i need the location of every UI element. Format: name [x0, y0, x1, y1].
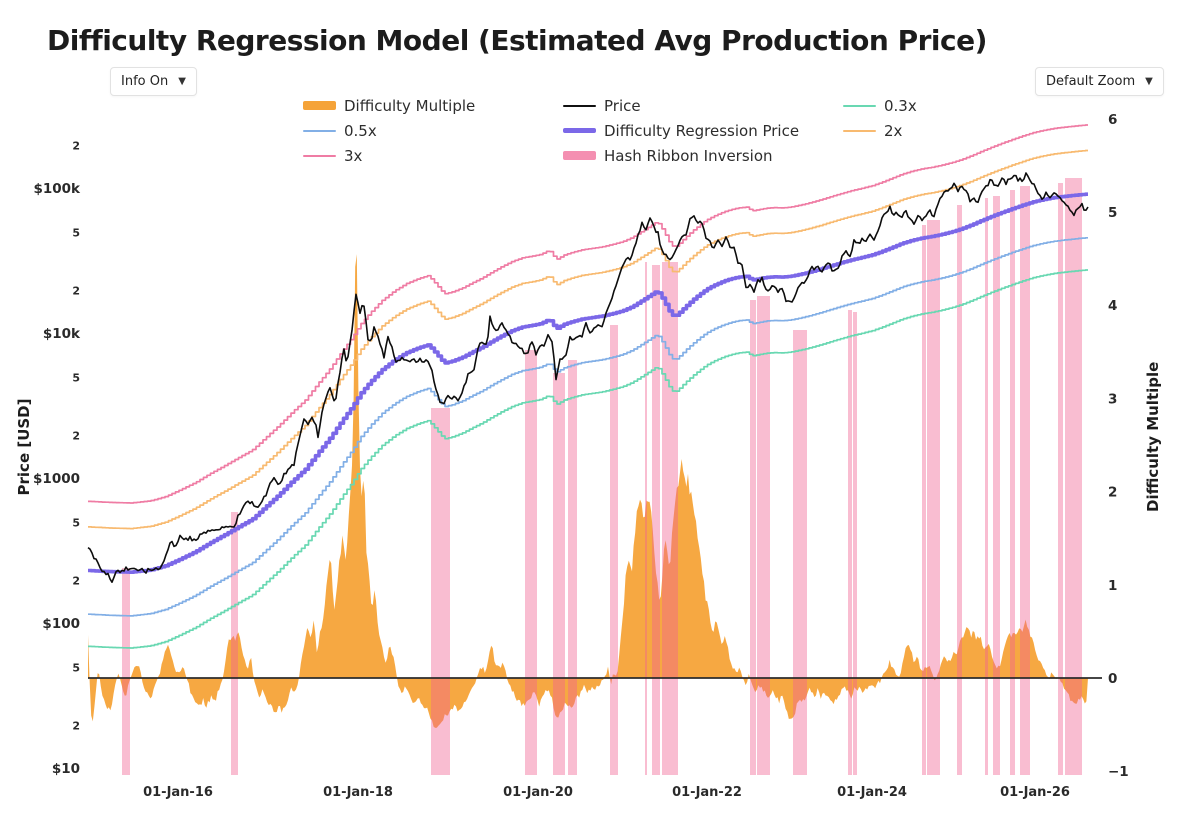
hash-ribbon-inversion-bar — [645, 262, 647, 775]
left-axis-tick-label: $100k — [33, 181, 81, 197]
legend-item-2x[interactable]: 2x — [843, 118, 993, 143]
hash-ribbon-inversion-bar — [231, 512, 238, 775]
legend-swatch-icon — [843, 104, 876, 107]
legend-swatch-icon — [563, 151, 596, 160]
legend-item-0-5x[interactable]: 0.5x — [303, 118, 563, 143]
hash-ribbon-inversion-bar — [853, 312, 857, 775]
legend-item-label: 2x — [884, 121, 903, 140]
hash-ribbon-inversion-bar — [993, 196, 1000, 775]
x-axis-tick-label: 01-Jan-20 — [503, 785, 573, 800]
right-axis-tick-label: 0 — [1108, 671, 1117, 687]
legend-item-label: 3x — [344, 146, 363, 165]
hash-ribbon-inversion-bar — [1065, 178, 1082, 775]
left-axis-tick-label: $100 — [42, 616, 80, 632]
right-axis-tick-label: 4 — [1108, 298, 1117, 314]
hash-ribbon-inversion-bar — [122, 568, 130, 775]
zoom-dropdown-label: Default Zoom — [1046, 74, 1136, 89]
left-axis-tick-label: $10k — [43, 326, 81, 342]
right-axis-tick-label: 1 — [1108, 578, 1117, 594]
legend-swatch-icon — [843, 129, 876, 132]
hash-ribbon-inversion-bar — [957, 205, 962, 775]
chart-legend: Difficulty Multiple 0.5x 3x Price Difficulty… — [303, 93, 993, 168]
left-axis-tick-label: 2 — [72, 429, 80, 442]
right-axis-tick-label: 5 — [1108, 205, 1117, 221]
right-axis-tick-label: 6 — [1108, 112, 1117, 128]
legend-swatch-icon — [303, 129, 336, 132]
info-dropdown-label: Info On — [121, 74, 169, 89]
legend-item-price[interactable]: Price — [563, 93, 843, 118]
left-axis-tick-label: 5 — [72, 372, 80, 385]
hash-ribbon-inversion-bar — [652, 265, 660, 775]
legend-item-label: Difficulty Multiple — [344, 96, 476, 115]
hash-ribbon-inversion-bar — [568, 360, 577, 775]
left-axis-tick-label: 2 — [72, 719, 80, 732]
legend-item-label: Price — [604, 96, 641, 115]
hash-ribbon-inversion-bar — [1020, 186, 1030, 775]
difficulty-regression-price-line — [88, 192, 1088, 574]
legend-swatch-icon — [303, 101, 336, 110]
legend-item-difficulty-regression-price[interactable]: Difficulty Regression Price — [563, 118, 843, 143]
x-axis-tick-label: 01-Jan-24 — [837, 785, 907, 800]
left-axis-tick-label: 2 — [72, 139, 80, 152]
hash-ribbon-inversion-bar — [793, 330, 807, 775]
legend-item-label: Difficulty Regression Price — [604, 121, 800, 140]
band-0-5x-line — [88, 236, 1088, 617]
hash-ribbon-inversion-bar — [525, 350, 537, 775]
band-0-3x-line — [88, 269, 1088, 649]
hash-ribbon-inversion-bar — [985, 198, 988, 775]
left-axis-tick-label: $1000 — [33, 471, 80, 487]
right-axis-tick-label: 3 — [1108, 391, 1117, 407]
legend-item-label: 0.3x — [884, 96, 917, 115]
hash-ribbon-inversion-bar — [431, 408, 450, 775]
hash-ribbon-inversion-bar — [750, 300, 756, 775]
info-dropdown[interactable]: Info On ▼ — [110, 67, 197, 96]
difficulty-multiple-area — [88, 254, 1088, 728]
hash-ribbon-inversion-bar — [1058, 183, 1063, 775]
left-axis-tick-label: 5 — [72, 662, 80, 675]
left-axis-tick-label: 2 — [72, 574, 80, 587]
hash-ribbon-inversion-bar — [553, 373, 565, 775]
hash-ribbon-inversion-bar — [922, 225, 926, 775]
x-axis-tick-label: 01-Jan-18 — [323, 785, 393, 800]
legend-item-label: 0.5x — [344, 121, 377, 140]
x-axis-tick-label: 01-Jan-26 — [1000, 785, 1070, 800]
right-axis-tick-label: 2 — [1108, 485, 1117, 501]
band-3x-line — [88, 124, 1088, 504]
legend-swatch-icon — [563, 104, 596, 107]
left-axis-tick-label: 5 — [72, 227, 80, 240]
legend-item-3x[interactable]: 3x — [303, 143, 563, 168]
hash-ribbon-inversion-bar — [1010, 190, 1015, 775]
legend-item-hash-ribbon-inversion[interactable]: Hash Ribbon Inversion — [563, 143, 843, 168]
left-axis-tick-label: 2 — [72, 284, 80, 297]
hash-ribbon-inversion-bar — [757, 296, 770, 775]
right-axis-tick-label: −1 — [1108, 764, 1129, 780]
legend-item-0-3x[interactable]: 0.3x — [843, 93, 993, 118]
band-2x-line — [88, 149, 1088, 530]
legend-swatch-icon — [563, 128, 596, 133]
legend-item-label: Hash Ribbon Inversion — [604, 146, 773, 165]
chevron-down-icon: ▼ — [178, 76, 186, 87]
hash-ribbon-inversion-bar — [610, 325, 618, 775]
zoom-dropdown[interactable]: Default Zoom ▼ — [1035, 67, 1164, 96]
legend-swatch-icon — [303, 154, 336, 157]
left-axis-tick-label: $10 — [52, 761, 80, 777]
hash-ribbon-inversion-bar — [662, 262, 678, 775]
x-axis-tick-label: 01-Jan-16 — [143, 785, 213, 800]
price-line — [87, 172, 1089, 583]
hash-ribbon-inversion-bar — [927, 220, 940, 775]
legend-item-difficulty-multiple[interactable]: Difficulty Multiple — [303, 93, 563, 118]
page-title: Difficulty Regression Model (Estimated A… — [47, 24, 987, 57]
x-axis-tick-label: 01-Jan-22 — [672, 785, 742, 800]
hash-ribbon-inversion-bar — [848, 310, 852, 775]
left-axis-tick-label: 5 — [72, 517, 80, 530]
chevron-down-icon: ▼ — [1145, 76, 1153, 87]
